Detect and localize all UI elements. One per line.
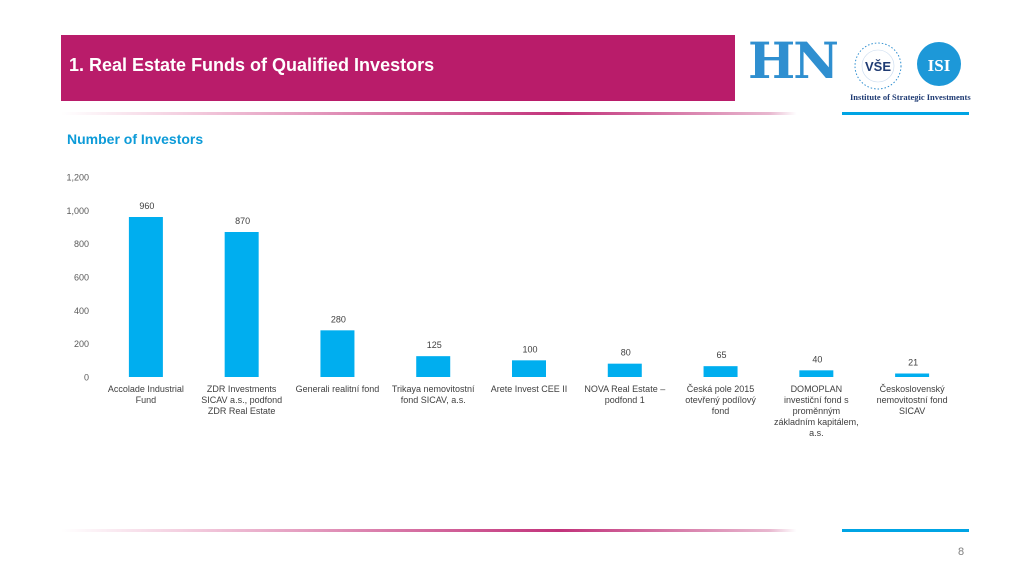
data-label: 21: [908, 358, 918, 368]
y-tick-label: 1,200: [66, 173, 89, 183]
x-tick-label-line: nemovitostní fond: [877, 395, 948, 405]
y-tick-label: 1,000: [66, 206, 89, 216]
x-tick-label: Accolade Industrial Fund: [108, 384, 184, 405]
x-tick-label-line: Accolade Industrial: [108, 384, 184, 394]
x-tick-label: Generali realitní fond: [296, 384, 380, 394]
y-tick-label: 800: [74, 239, 89, 249]
x-tick-label-line: podfond 1: [605, 395, 645, 405]
data-label: 80: [621, 348, 631, 358]
isi-logo: ISI: [914, 40, 966, 93]
x-tick-label-line: ZDR Real Estate: [208, 406, 276, 416]
x-tick-label-line: Fund: [136, 395, 157, 405]
y-tick-label: 200: [74, 339, 89, 349]
bottom-divider: [61, 529, 969, 532]
isi-monogram: ISI: [928, 56, 951, 75]
x-tick-label-line: fond SICAV, a.s.: [401, 395, 466, 405]
x-tick-label: Česká pole 2015 otevřený podílový fond: [685, 384, 756, 416]
x-tick-label-line: DOMOPLAN: [791, 384, 843, 394]
bar: [895, 373, 930, 377]
y-tick-label: 400: [74, 306, 89, 316]
vse-logo-text: VŠE: [865, 59, 891, 74]
bar: [416, 356, 451, 377]
x-tick-label-line: Generali realitní fond: [296, 384, 380, 394]
x-tick-label-line: SICAV a.s., podfond: [201, 395, 282, 405]
x-tick-label-line: a.s.: [809, 428, 824, 438]
x-tick-label: DOMOPLAN investiční fond s proměnným základ…: [774, 384, 859, 438]
page-title: 1. Real Estate Funds of Qualified Invest…: [69, 55, 435, 75]
bar: [703, 366, 738, 377]
x-tick-label-line: otevřený podílový: [685, 395, 756, 405]
chart-title: Number of Investors: [67, 131, 204, 147]
vse-faculty-logo: VŠE: [850, 40, 906, 97]
y-tick-label: 0: [84, 373, 89, 383]
x-tick-label-line: Trikaya nemovitostní: [392, 384, 475, 394]
x-tick-label-line: SICAV: [899, 406, 925, 416]
x-tick-label-line: proměnným: [793, 406, 841, 416]
x-tick-label: Arete Invest CEE II: [491, 384, 568, 394]
bar: [320, 330, 355, 377]
x-tick-label-line: Arete Invest CEE II: [491, 384, 568, 394]
x-tick-label: NOVA Real Estate – podfond 1: [584, 384, 665, 405]
x-tick-label-line: základním kapitálem,: [774, 417, 859, 427]
x-tick-label-line: Česká pole 2015: [687, 384, 755, 394]
x-tick-label: Československý nemovitostní fond SICAV: [877, 384, 948, 416]
bar: [512, 360, 546, 377]
x-tick-label-line: NOVA Real Estate –: [584, 384, 665, 394]
page-number: 8: [958, 546, 965, 558]
x-tick-label: ZDR Investments SICAV a.s., podfond ZDR Re…: [201, 384, 282, 416]
x-tick-label-line: investiční fond s: [784, 395, 849, 405]
y-tick-label: 600: [74, 273, 89, 283]
institute-name: Institute of Strategic Investments: [850, 92, 971, 102]
x-tick-label-line: ZDR Investments: [207, 384, 277, 394]
data-labels: 960 870 280 125 100 80 65 40 21: [139, 201, 918, 368]
data-label: 100: [522, 344, 537, 354]
data-label: 65: [717, 350, 727, 360]
y-axis: 0 200 400 600 800 1,000 1,200: [66, 173, 89, 383]
top-divider: [61, 112, 969, 115]
bar: [799, 370, 834, 377]
hn-logo: HN: [748, 31, 839, 90]
bars: [128, 217, 930, 377]
x-tick-label-line: Československý: [880, 384, 946, 394]
bar: [607, 363, 642, 377]
bar: [128, 217, 163, 377]
data-label: 960: [139, 201, 154, 211]
bar: [224, 232, 259, 377]
data-label: 40: [812, 354, 822, 364]
data-label: 280: [331, 314, 346, 324]
title-band: 1. Real Estate Funds of Qualified Invest…: [61, 35, 735, 101]
data-label: 125: [427, 340, 442, 350]
data-label: 870: [235, 216, 250, 226]
x-tick-label: Trikaya nemovitostní fond SICAV, a.s.: [392, 384, 475, 405]
x-tick-label-line: fond: [712, 406, 730, 416]
